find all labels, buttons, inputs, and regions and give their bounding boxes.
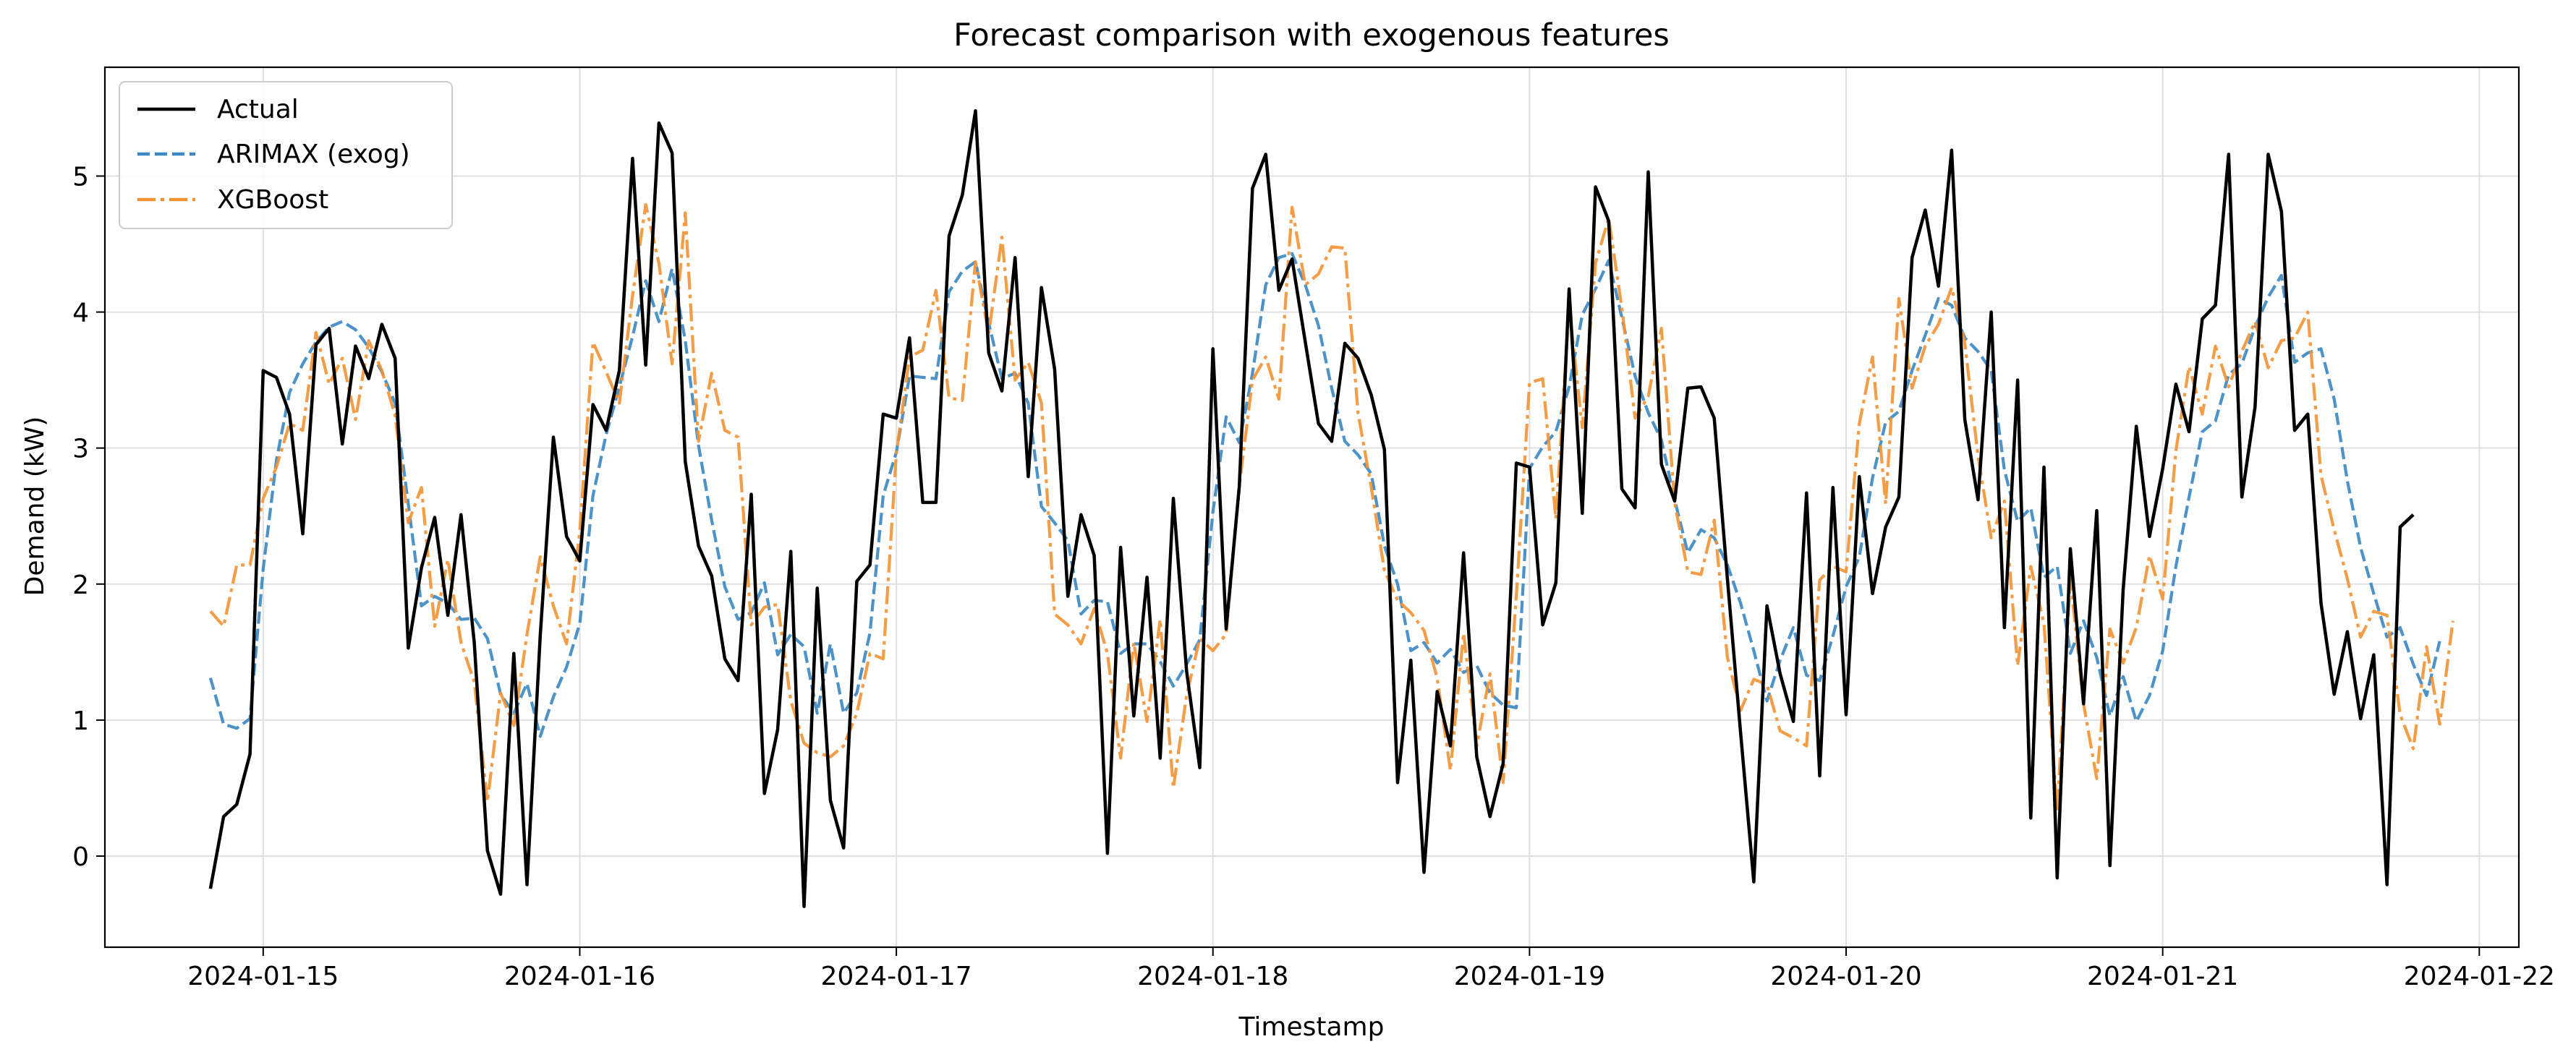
series-layer xyxy=(208,108,2454,908)
x-tick-label: 2024-01-18 xyxy=(1137,962,1288,991)
y-tick-label: 2 xyxy=(72,570,89,600)
legend-label-arimax: ARIMAX (exog) xyxy=(217,140,410,169)
y-tick-label: 5 xyxy=(72,162,89,192)
legend-box xyxy=(119,81,453,229)
x-tick-label: 2024-01-15 xyxy=(187,962,339,991)
plot-frame xyxy=(103,66,2520,949)
legend: Actual ARIMAX (exog) XGBoost xyxy=(119,81,453,229)
y-tick-label: 3 xyxy=(72,435,89,464)
x-tick-label: 2024-01-16 xyxy=(504,962,655,991)
x-tick-label: 2024-01-22 xyxy=(2404,962,2555,991)
y-tick-label: 1 xyxy=(72,706,89,736)
y-axis-label: Demand (kW) xyxy=(20,416,50,597)
legend-label-xgboost: XGBoost xyxy=(217,185,328,215)
legend-label-actual: Actual xyxy=(217,95,299,124)
y-tick-label: 4 xyxy=(72,299,89,328)
x-axis: 2024-01-15 2024-01-16 2024-01-17 2024-01-18… xyxy=(187,947,2555,991)
series-line-actual xyxy=(208,108,2415,908)
x-tick-label: 2024-01-19 xyxy=(1454,962,1605,991)
y-axis: 0 1 2 3 4 5 xyxy=(72,162,105,872)
x-tick-label: 2024-01-21 xyxy=(2087,962,2238,991)
x-axis-label: Timestamp xyxy=(1238,1012,1385,1042)
chart-title: Forecast comparison with exogenous featu… xyxy=(953,17,1670,54)
x-tick-label: 2024-01-20 xyxy=(1770,962,1921,991)
y-tick-label: 0 xyxy=(72,842,89,872)
x-tick-label: 2024-01-17 xyxy=(820,962,972,991)
